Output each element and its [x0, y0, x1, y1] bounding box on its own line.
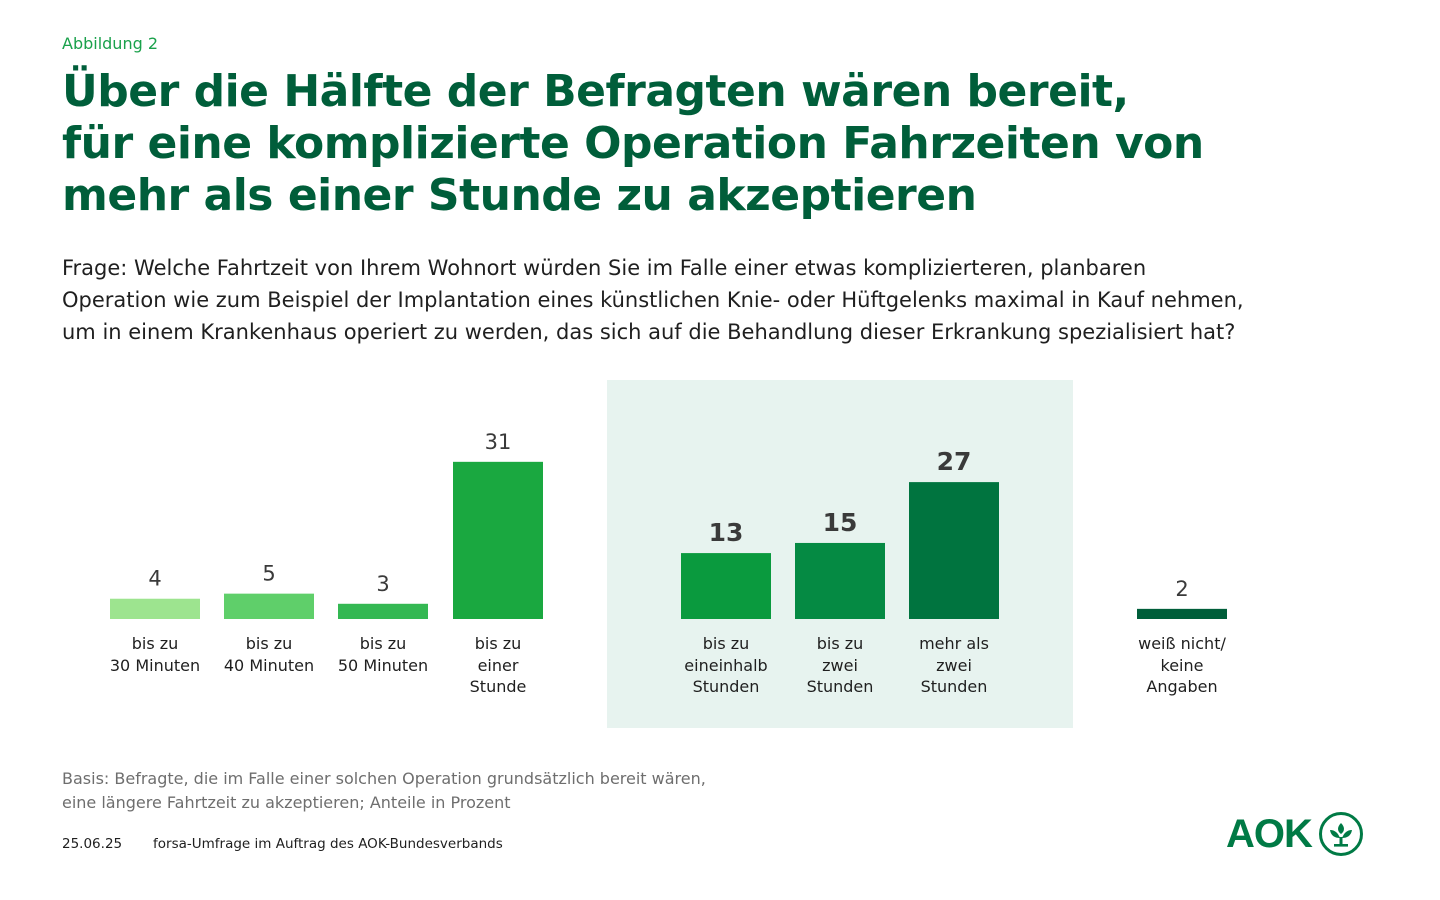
category-label-line: Stunde [469, 677, 527, 696]
category-label-line: bis zu [702, 634, 750, 653]
category-label-line: einer [477, 655, 519, 675]
figure-label: Abbildung 2 [62, 34, 159, 53]
aok-logo: AOK [1226, 808, 1364, 860]
bar [453, 461, 543, 619]
data-label: 5 [262, 562, 275, 586]
basis-line: eine längere Fahrtzeit zu akzeptieren; A… [62, 793, 511, 812]
category-label-line: bis zu [474, 634, 522, 653]
category-label-line: bis zu [245, 634, 293, 653]
bar [224, 593, 314, 619]
title-line: für eine komplizierte Operation Fahrzeit… [62, 118, 1204, 169]
category-label-line: 40 Minuten [223, 655, 315, 675]
category-label: bis zu eineinhalb Stunden [656, 633, 796, 698]
data-label: 15 [823, 508, 858, 537]
data-label: 2 [1175, 577, 1188, 601]
data-label: 31 [485, 430, 512, 454]
category-label: bis zu einer Stunde [428, 633, 568, 698]
category-label-line: 50 Minuten [337, 655, 429, 675]
category-label-line: Stunden [806, 677, 874, 696]
source-note: forsa-Umfrage im Auftrag des AOK-Bundesv… [153, 836, 503, 852]
bar [681, 553, 771, 619]
category-label-line: Stunden [692, 677, 760, 696]
basis-line: Basis: Befragte, die im Falle einer solc… [62, 769, 706, 788]
category-label-line: zwei [822, 655, 858, 675]
question-line: Frage: Welche Fahrtzeit von Ihrem Wohnor… [62, 256, 1147, 280]
category-label-line: Stunden [920, 677, 988, 696]
bar [909, 482, 999, 619]
publish-date: 25.06.25 [62, 836, 123, 852]
category-label-line: Angaben [1146, 677, 1218, 696]
category-label: bis zu 40 Minuten [199, 633, 339, 676]
survey-question: Frage: Welche Fahrtzeit von Ihrem Wohnor… [62, 252, 1382, 348]
category-label-line: keine [1160, 655, 1204, 675]
data-label: 4 [148, 567, 161, 591]
category-label-line: bis zu [131, 634, 179, 653]
data-label: 13 [709, 518, 744, 547]
category-label-line: 30 Minuten [109, 655, 201, 675]
category-label: bis zu 50 Minuten [313, 633, 453, 676]
category-label-line: bis zu [359, 634, 407, 653]
bar [795, 542, 885, 619]
data-label: 27 [937, 447, 972, 476]
basis-note: Basis: Befragte, die im Falle einer solc… [62, 767, 706, 815]
data-label: 3 [376, 572, 389, 596]
category-label-line: weiß nicht/ [1138, 634, 1226, 653]
bar [1137, 608, 1227, 619]
category-label: mehr als zwei Stunden [884, 633, 1024, 698]
aok-tree-icon [1318, 812, 1363, 856]
title-line: Über die Hälfte der Befragten wären bere… [62, 66, 1129, 117]
bar [110, 598, 200, 619]
category-label-line: zwei [936, 655, 972, 675]
logo-text: AOK [1226, 811, 1313, 856]
category-label: bis zu 30 Minuten [85, 633, 225, 676]
category-label-line: mehr als [919, 634, 989, 653]
chart-title: Über die Hälfte der Befragten wären bere… [62, 66, 1362, 222]
bar [338, 603, 428, 619]
question-line: um in einem Krankenhaus operiert zu werd… [62, 320, 1236, 344]
question-line: Operation wie zum Beispiel der Implantat… [62, 288, 1244, 312]
title-line: mehr als einer Stunde zu akzeptieren [62, 170, 977, 221]
category-label: bis zu zwei Stunden [770, 633, 910, 698]
category-label: weiß nicht/keine Angaben [1112, 633, 1252, 698]
category-label-line: eineinhalb [684, 655, 768, 675]
category-label-line: bis zu [816, 634, 864, 653]
